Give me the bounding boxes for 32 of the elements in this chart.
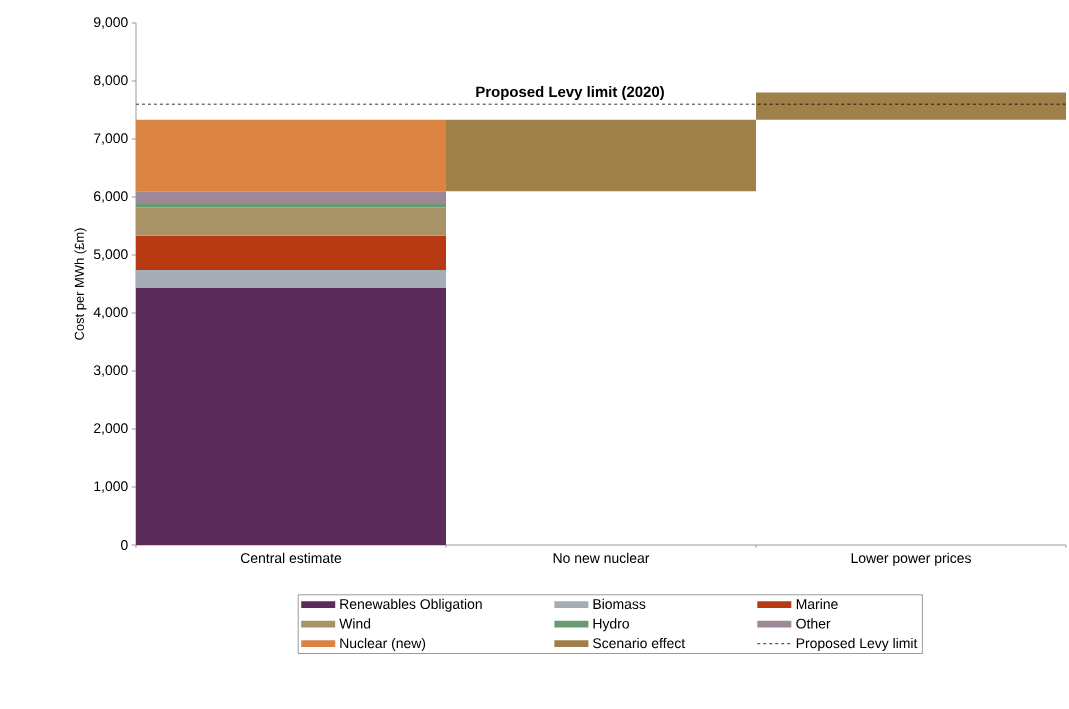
bar [136,191,446,204]
y-tick-label: 1,000 [94,481,128,493]
bar [136,207,446,236]
legend-label: Marine [796,598,838,610]
x-tick-label: Lower power prices [851,552,971,566]
bar [136,119,446,192]
y-tick-label: 3,000 [93,365,128,377]
y-axis-title: Cost per MWh (£m) [74,228,87,340]
legend-label: Wind [339,618,371,629]
legend-label: Other [796,618,831,629]
bar [136,288,446,545]
x-tick-label: No new nuclear [553,552,650,564]
y-tick-label: 8,000 [93,75,128,87]
y-tick-label: 7,000 [94,133,128,145]
y-tick-label: 4,000 [93,307,128,319]
y-tick-label: 6,000 [94,191,128,203]
annotation: Proposed Levy limit (2020) [476,86,664,101]
legend-label: Scenario effect [593,637,686,649]
legend-label: Hydro [593,618,629,632]
bar [446,119,757,192]
legend-label: Proposed Levy limit [796,637,918,651]
y-tick-label: 9,000 [93,17,128,29]
y-tick-label: 0 [121,540,128,550]
legend-label: Biomass [593,598,646,610]
y-tick-label: 2,000 [94,423,128,435]
bar [136,270,446,289]
bar [136,235,446,271]
bar [756,92,1067,120]
x-tick-label: Central estimate [240,552,342,564]
y-tick-label: 5,000 [93,249,128,261]
legend-label: Renewables Obligation [340,598,482,612]
legend-label: Nuclear (new) [340,637,426,651]
